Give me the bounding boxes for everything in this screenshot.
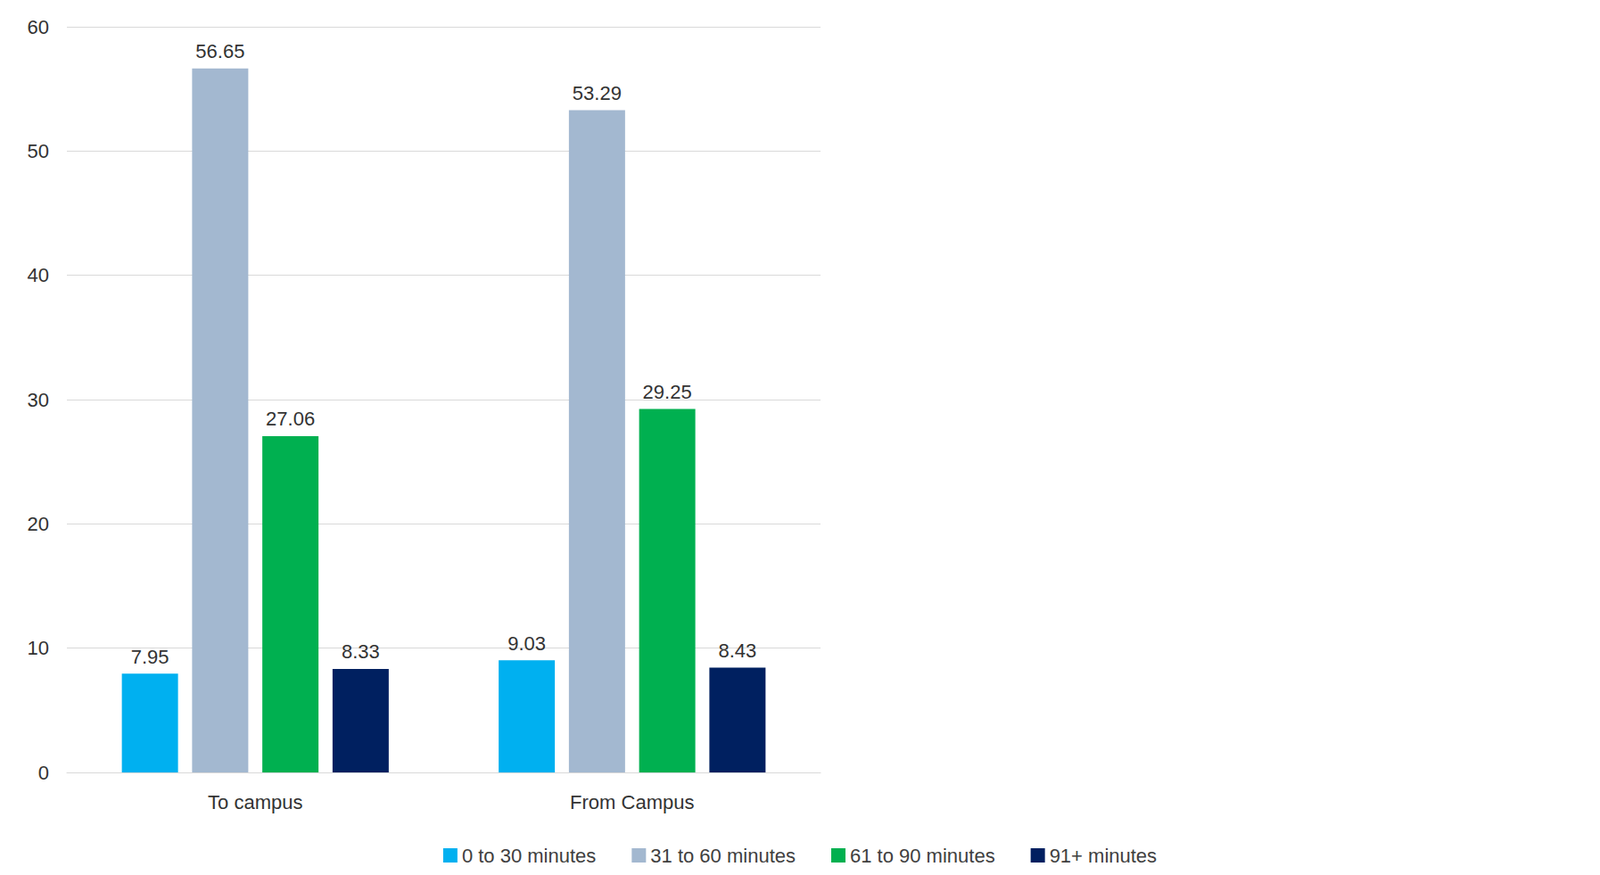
- svg-text:50: 50: [27, 140, 50, 163]
- svg-text:7.95: 7.95: [131, 645, 170, 669]
- svg-text:53.29: 53.29: [572, 82, 622, 105]
- svg-text:56.65: 56.65: [195, 40, 245, 63]
- svg-text:9.03: 9.03: [507, 632, 546, 655]
- svg-text:31 to 60 minutes: 31 to 60 minutes: [650, 844, 796, 867]
- svg-text:From Campus: From Campus: [569, 791, 694, 814]
- svg-text:60: 60: [27, 16, 50, 39]
- svg-text:30: 30: [27, 388, 50, 412]
- svg-text:20: 20: [27, 512, 50, 536]
- svg-text:61 to 90 minutes: 61 to 90 minutes: [849, 844, 996, 867]
- svg-text:To campus: To campus: [207, 791, 303, 814]
- svg-text:0: 0: [38, 761, 50, 784]
- svg-text:0 to 30 minutes: 0 to 30 minutes: [461, 844, 596, 867]
- svg-text:10: 10: [27, 636, 50, 660]
- svg-text:8.43: 8.43: [717, 639, 757, 662]
- svg-text:29.25: 29.25: [643, 380, 693, 404]
- svg-text:91+ minutes: 91+ minutes: [1049, 844, 1157, 867]
- svg-text:27.06: 27.06: [265, 407, 315, 430]
- svg-text:8.33: 8.33: [341, 640, 380, 663]
- svg-text:40: 40: [27, 263, 50, 287]
